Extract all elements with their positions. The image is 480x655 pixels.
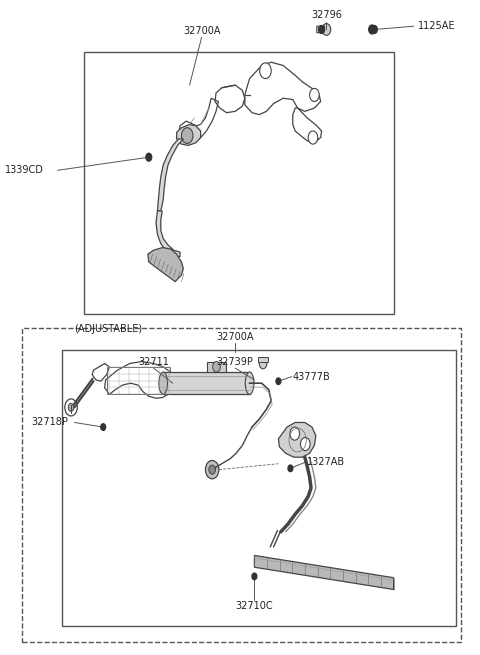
Circle shape bbox=[101, 424, 106, 430]
Text: 32796: 32796 bbox=[311, 10, 342, 20]
Text: 1327AB: 1327AB bbox=[307, 457, 345, 467]
Circle shape bbox=[322, 24, 331, 35]
Bar bbox=[22, 328, 461, 642]
Text: 43777B: 43777B bbox=[293, 371, 331, 382]
Polygon shape bbox=[157, 139, 183, 211]
Polygon shape bbox=[317, 26, 324, 33]
Circle shape bbox=[213, 362, 220, 372]
Circle shape bbox=[290, 427, 300, 440]
Circle shape bbox=[288, 465, 293, 472]
Circle shape bbox=[369, 25, 375, 34]
Bar bbox=[84, 52, 394, 314]
Circle shape bbox=[260, 63, 271, 79]
Circle shape bbox=[65, 399, 77, 416]
Bar bbox=[163, 372, 250, 394]
Text: 32700A: 32700A bbox=[216, 332, 254, 342]
Circle shape bbox=[259, 358, 267, 369]
Text: 1339CD: 1339CD bbox=[5, 165, 44, 176]
Polygon shape bbox=[156, 211, 180, 257]
Circle shape bbox=[308, 131, 318, 144]
Text: 32718P: 32718P bbox=[31, 417, 68, 428]
Circle shape bbox=[181, 128, 193, 143]
Bar bbox=[258, 357, 268, 362]
Text: (ADJUSTABLE): (ADJUSTABLE) bbox=[74, 324, 143, 334]
Polygon shape bbox=[148, 248, 183, 282]
Text: 32711: 32711 bbox=[138, 357, 169, 367]
Polygon shape bbox=[278, 422, 316, 457]
Ellipse shape bbox=[245, 372, 254, 394]
Circle shape bbox=[205, 460, 219, 479]
Circle shape bbox=[319, 26, 324, 33]
Circle shape bbox=[146, 153, 152, 161]
Bar bbox=[107, 367, 170, 394]
Polygon shape bbox=[254, 555, 394, 590]
Ellipse shape bbox=[159, 372, 168, 394]
Circle shape bbox=[300, 438, 310, 451]
Text: 32710C: 32710C bbox=[236, 601, 273, 611]
Bar bbox=[207, 362, 226, 372]
Circle shape bbox=[68, 403, 74, 411]
Bar bbox=[62, 350, 456, 626]
Text: 1125AE: 1125AE bbox=[418, 21, 455, 31]
Text: 32739P: 32739P bbox=[217, 357, 253, 367]
Polygon shape bbox=[177, 124, 201, 145]
Text: 32700A: 32700A bbox=[183, 26, 220, 36]
Circle shape bbox=[209, 465, 216, 474]
Circle shape bbox=[372, 26, 377, 33]
Circle shape bbox=[252, 573, 257, 580]
Circle shape bbox=[276, 378, 281, 384]
Circle shape bbox=[310, 88, 319, 102]
